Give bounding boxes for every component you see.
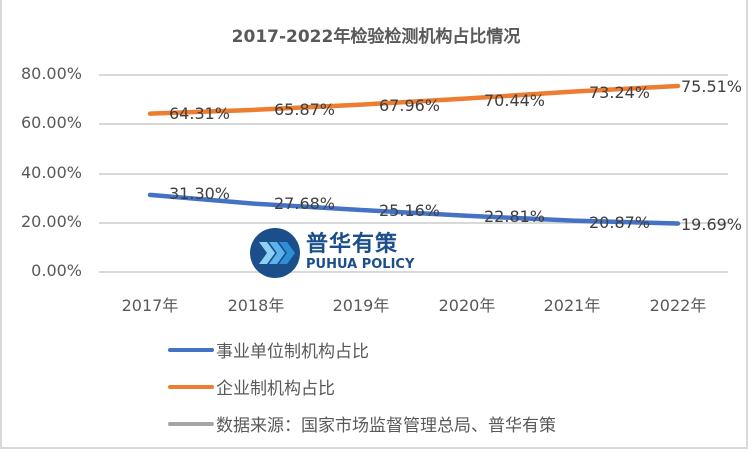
data-label: 19.69% [681,215,743,234]
legend-swatch-orange [168,384,214,389]
data-label: 65.87% [274,100,336,119]
data-label: 67.96% [379,96,441,115]
gridline-0 [99,271,728,273]
data-label: 27.68% [274,194,336,213]
chart-legend: 事业单位制机构占比 企业制机构占比 数据来源：国家市场监督管理总局、普华有策 [168,331,556,442]
x-tick: 2022年 [649,296,707,315]
series-line-public-institution [147,192,681,226]
x-tick: 2018年 [227,296,285,315]
data-label: 64.31% [169,104,231,123]
legend-item-enterprise[interactable]: 企业制机构占比 [168,368,556,405]
data-label: 75.51% [681,77,743,96]
x-tick: 2019年 [332,296,390,315]
gridline-20 [99,222,728,224]
legend-label: 数据来源：国家市场监督管理总局、普华有策 [216,416,556,436]
data-label: 25.16% [379,201,441,220]
data-label: 70.44% [484,91,546,110]
y-tick: 20.00% [20,212,82,231]
y-tick: 40.00% [20,163,82,182]
chart-title: 2017-2022年检验检测机构占比情况 [231,27,521,47]
legend-label: 事业单位制机构占比 [216,342,369,362]
legend-label: 企业制机构占比 [216,379,335,399]
gridline-40 [99,173,728,175]
logo-english-text: PUHUA POLICY [306,257,415,272]
y-tick: 80.00% [20,64,82,83]
y-tick: 0.00% [31,261,82,280]
data-label: 73.24% [589,83,651,102]
data-label: 20.87% [589,213,651,232]
series-line-enterprise [147,83,681,116]
y-tick: 60.00% [20,113,82,132]
x-tick: 2021年 [543,296,601,315]
puhua-logo-watermark: 普华有策 PUHUA POLICY [250,228,414,278]
x-tick: 2020年 [438,296,496,315]
data-label: 22.81% [484,207,546,226]
legend-swatch-blue [168,347,214,352]
gridline-60 [99,123,728,125]
legend-item-source[interactable]: 数据来源：国家市场监督管理总局、普华有策 [168,405,556,442]
logo-chinese-text: 普华有策 [306,232,399,257]
gridline-80 [99,74,728,76]
legend-swatch-gray [168,421,214,426]
legend-item-public-institution[interactable]: 事业单位制机构占比 [168,331,556,368]
data-label: 31.30% [169,184,231,203]
chevron-logo-icon [250,228,300,278]
x-tick: 2017年 [121,296,179,315]
